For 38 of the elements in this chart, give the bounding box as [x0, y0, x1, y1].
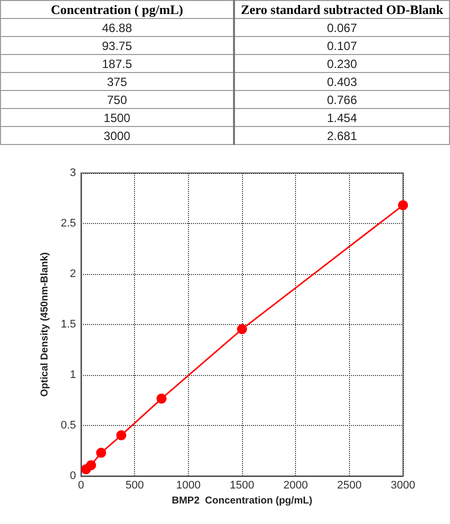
x-tick-label: 3000: [390, 480, 416, 492]
point: [237, 324, 247, 334]
category-label: 187.5: [0, 54, 234, 72]
y-tick-label: 2: [70, 268, 76, 280]
text: 1.454: [326, 110, 358, 124]
category-label: 750: [0, 90, 234, 108]
y-tick-label: 0: [70, 470, 76, 482]
text: Concentration ( pg/mL): [0, 0, 234, 18]
category-label: 46.88: [0, 18, 234, 36]
category-label: 3000: [0, 126, 234, 144]
x-tick-label: 0: [78, 480, 84, 492]
y-tick-label: 0.5: [60, 420, 76, 432]
y-tick-label: 3: [70, 167, 76, 179]
point: [156, 394, 166, 404]
text: 2.681: [326, 128, 358, 142]
text: Zero standard subtracted OD-Blank: [234, 0, 450, 18]
text: 0.403: [326, 74, 358, 88]
x-tick-label: 1500: [230, 480, 254, 492]
text: 0.230: [326, 56, 358, 70]
point: [116, 430, 126, 440]
text: 0.107: [326, 38, 358, 52]
x-tick-label: 2000: [283, 480, 308, 492]
text: 0.766: [326, 92, 358, 106]
text: 0.067: [326, 20, 358, 34]
x-tick-label: 1000: [176, 480, 201, 492]
x-axis-title: BMP2 Concentration (pg/mL): [172, 496, 312, 506]
y-tick-label: 1: [70, 369, 76, 381]
point: [86, 460, 96, 470]
category-label: 1500: [0, 108, 234, 126]
x-tick-label: 500: [125, 480, 144, 492]
y-tick-label: 1.5: [60, 318, 76, 330]
y-tick-label: 2.5: [60, 218, 76, 230]
point: [96, 448, 106, 458]
y-axis-title: Optical Density (450nm-Blank): [39, 252, 50, 397]
x-tick-label: 2500: [337, 480, 362, 492]
point: [398, 200, 408, 210]
category-label: 375: [0, 72, 234, 90]
category-label: 93.75: [0, 36, 234, 54]
